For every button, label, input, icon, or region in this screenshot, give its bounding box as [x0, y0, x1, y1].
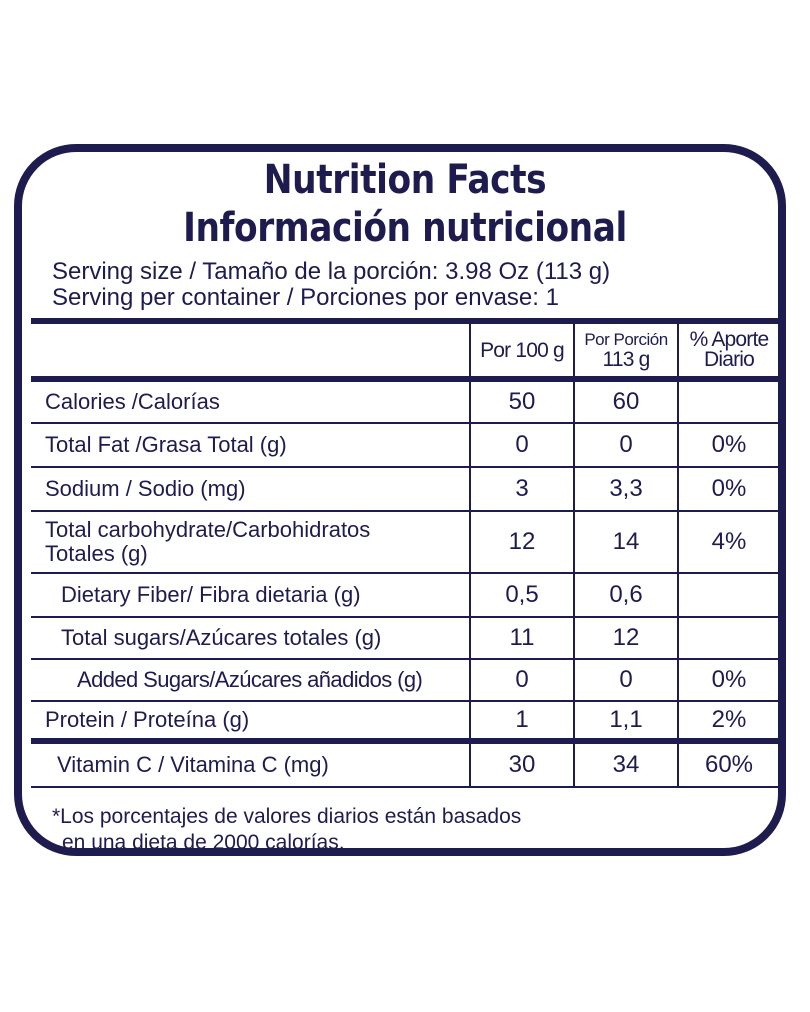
- value-daily: [677, 573, 779, 617]
- row-total-fat: Total Fat /Grasa Total (g) 0 0 0%: [31, 423, 779, 467]
- value-per-100g: 30: [469, 741, 574, 787]
- row-vitamin-c: Vitamin C / Vitamina C (mg) 30 34 60%: [31, 741, 779, 787]
- nutrient-name: Calories /Calorías: [45, 389, 220, 414]
- serving-size: Serving size / Tamaño de la porción: 3.9…: [52, 258, 611, 285]
- row-protein: Protein / Proteína (g) 1 1,1 2%: [31, 701, 779, 741]
- value-per-portion: 1,1: [573, 701, 678, 741]
- nutrient-name: Total sugars/Azúcares totales (g): [61, 625, 382, 650]
- value-per-100g: 50: [469, 379, 574, 423]
- nutrition-table: Por 100 g Por Porción 113 g % Aporte Dia…: [31, 318, 779, 788]
- nutrient-name: Dietary Fiber/ Fibra dietaria (g): [61, 582, 361, 607]
- value-daily: 0%: [677, 659, 779, 701]
- value-daily: 4%: [677, 511, 779, 573]
- value-per-100g: 0: [469, 423, 574, 467]
- value-per-portion: 12: [573, 617, 678, 659]
- value-per-100g: 0,5: [469, 573, 574, 617]
- row-total-carbohydrate: Total carbohydrate/Carbohidratos Totales…: [31, 511, 779, 573]
- nutrient-name: Sodium / Sodio (mg): [45, 476, 246, 501]
- value-per-portion: 34: [573, 741, 678, 787]
- header-per-portion: Por Porción 113 g: [573, 321, 678, 379]
- value-per-portion: 14: [573, 511, 678, 573]
- footnote: *Los porcentajes de valores diarios está…: [52, 804, 521, 856]
- nutrient-name-line1: Total carbohydrate/Carbohidratos: [45, 517, 371, 542]
- value-daily: 0%: [677, 423, 779, 467]
- value-daily: 60%: [677, 741, 779, 787]
- title-english: Nutrition Facts: [263, 157, 547, 203]
- value-per-portion: 3,3: [573, 467, 678, 511]
- footnote-line2: en una dieta de 2000 calorías.: [62, 831, 345, 854]
- header-nutrient: [31, 321, 470, 379]
- value-per-portion: 60: [573, 379, 678, 423]
- value-per-portion: 0: [573, 423, 678, 467]
- value-per-100g: 1: [469, 701, 574, 741]
- value-per-100g: 12: [469, 511, 574, 573]
- row-sodium: Sodium / Sodio (mg) 3 3,3 0%: [31, 467, 779, 511]
- value-daily: [677, 379, 779, 423]
- footnote-line1: *Los porcentajes de valores diarios está…: [52, 805, 522, 828]
- row-dietary-fiber: Dietary Fiber/ Fibra dietaria (g) 0,5 0,…: [31, 573, 779, 617]
- nutrient-name: Added Sugars/Azúcares añadidos (g): [77, 667, 423, 692]
- row-total-sugars: Total sugars/Azúcares totales (g) 11 12: [31, 617, 779, 659]
- value-per-100g: 3: [469, 467, 574, 511]
- header-per-100g: Por 100 g: [469, 321, 574, 379]
- servings-per-container: Serving per container / Porciones por en…: [52, 284, 559, 311]
- value-per-portion: 0: [573, 659, 678, 701]
- nutrient-name-line2: Totales (g): [45, 541, 148, 566]
- value-per-portion: 0,6: [573, 573, 678, 617]
- nutrient-name: Total carbohydrate/Carbohidratos Totales…: [31, 511, 470, 573]
- nutrition-label-border: [14, 144, 786, 856]
- nutrient-name: Total Fat /Grasa Total (g): [45, 432, 287, 457]
- value-per-100g: 0: [469, 659, 574, 701]
- nutrient-name: Vitamin C / Vitamina C (mg): [57, 752, 329, 777]
- row-calories: Calories /Calorías 50 60: [31, 379, 779, 423]
- value-daily: 0%: [677, 467, 779, 511]
- table-header-row: Por 100 g Por Porción 113 g % Aporte Dia…: [31, 321, 779, 379]
- nutrient-name: Protein / Proteína (g): [45, 707, 250, 732]
- value-daily: [677, 617, 779, 659]
- row-added-sugars: Added Sugars/Azúcares añadidos (g) 0 0 0…: [31, 659, 779, 701]
- value-daily: 2%: [677, 701, 779, 741]
- header-daily-value: % Aporte Diario: [677, 321, 779, 379]
- value-per-100g: 11: [469, 617, 574, 659]
- title-spanish: Información nutricional: [183, 205, 627, 251]
